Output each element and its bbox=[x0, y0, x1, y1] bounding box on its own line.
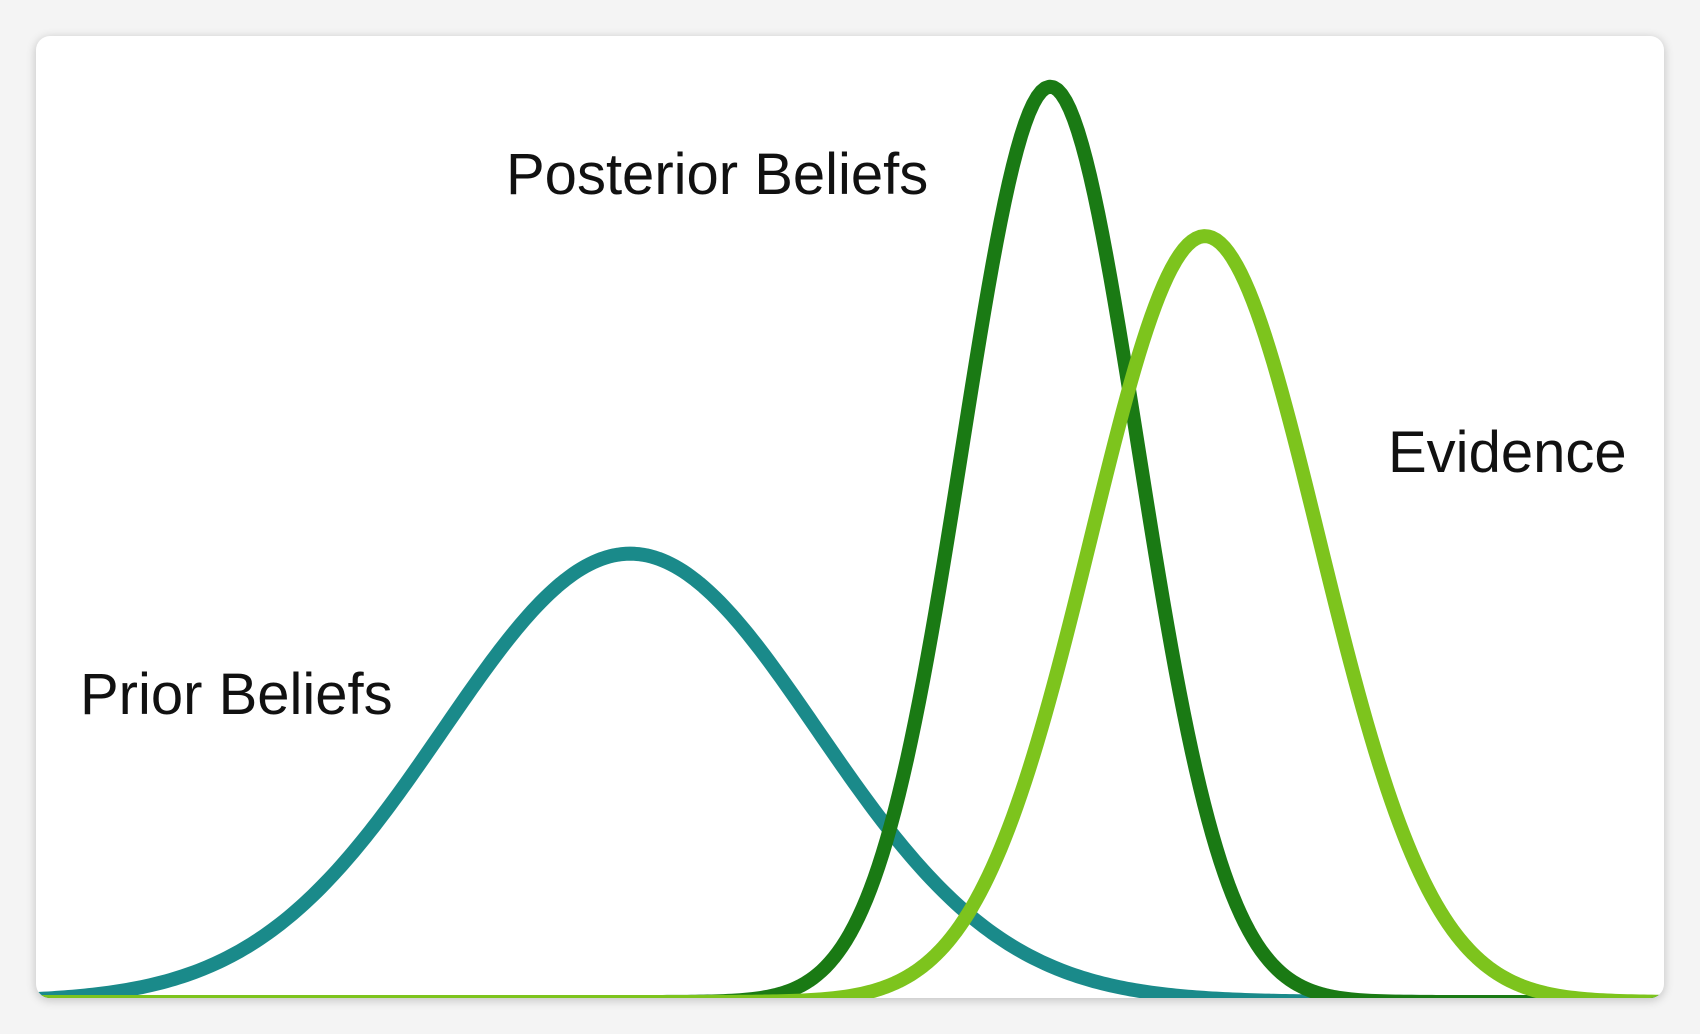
chart-plot-area bbox=[36, 79, 1664, 998]
series-label-evidence: Evidence bbox=[1388, 420, 1627, 485]
series-curve-prior-beliefs bbox=[36, 546, 1664, 998]
series-label-posterior-beliefs: Posterior Beliefs bbox=[506, 142, 929, 207]
chart-card: Prior Beliefs Posterior Beliefs Evidence bbox=[36, 36, 1664, 998]
series-curve-evidence bbox=[36, 229, 1664, 998]
series-curve-posterior-beliefs bbox=[36, 79, 1664, 998]
series-label-prior-beliefs: Prior Beliefs bbox=[80, 662, 393, 727]
series-curves bbox=[36, 79, 1664, 998]
